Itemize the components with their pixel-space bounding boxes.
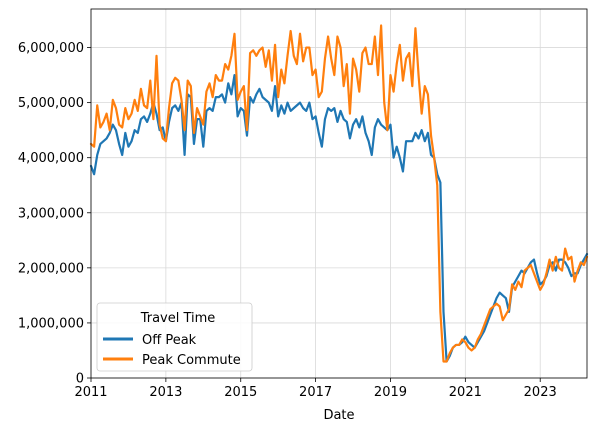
legend: Travel Time Off Peak Peak Commute bbox=[96, 302, 253, 372]
legend-label-off-peak: Off Peak bbox=[142, 333, 197, 348]
y-tick-label: 3,000,000 bbox=[18, 206, 84, 221]
x-tick-label: 2021 bbox=[449, 385, 482, 400]
series-lines bbox=[89, 24, 589, 363]
y-tick-label: 1,000,000 bbox=[18, 316, 84, 331]
plot-frame bbox=[90, 8, 588, 379]
y-tick-label: 4,000,000 bbox=[18, 151, 84, 166]
y-tick-label: 0 bbox=[76, 372, 84, 387]
y-tick-label: 6,000,000 bbox=[18, 41, 84, 56]
y-axis: 0 1,000,000 2,000,000 3,000,000 4,000,000 5,0… bbox=[18, 41, 91, 387]
x-tick-label: 2023 bbox=[524, 385, 557, 400]
legend-box bbox=[96, 302, 253, 372]
x-tick-label: 2015 bbox=[224, 385, 257, 400]
series-line-off-peak bbox=[89, 73, 589, 363]
x-tick-label: 2019 bbox=[374, 385, 407, 400]
legend-label-peak-commute: Peak Commute bbox=[142, 353, 241, 368]
y-tick-label: 5,000,000 bbox=[18, 96, 84, 111]
x-tick-label: 2011 bbox=[74, 385, 107, 400]
x-tick-label: 2017 bbox=[299, 385, 332, 400]
y-tick-label: 2,000,000 bbox=[18, 261, 84, 276]
x-axis-title: Date bbox=[323, 408, 354, 423]
x-axis: 2011 2013 2015 2017 2019 2021 2023 bbox=[74, 378, 557, 400]
legend-title: Travel Time bbox=[140, 311, 216, 326]
x-tick-label: 2013 bbox=[149, 385, 182, 400]
series-line-peak-commute bbox=[89, 24, 589, 363]
